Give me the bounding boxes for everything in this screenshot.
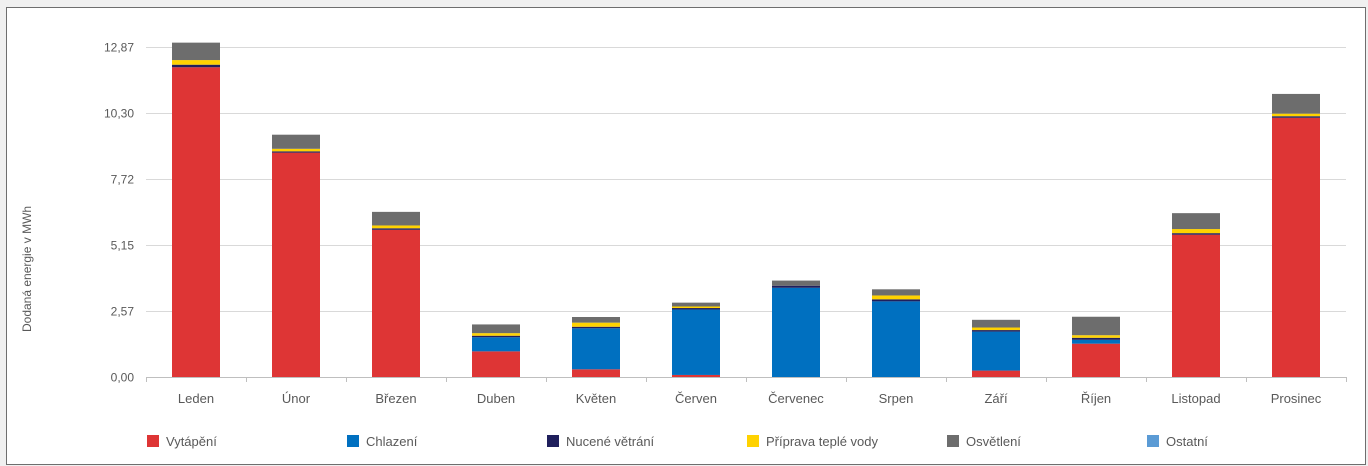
bar-segment-chlazení — [1072, 339, 1120, 344]
y-tick-label: 2,57 — [111, 305, 135, 319]
bar-segment-vytápění — [1172, 234, 1220, 377]
legend-swatch — [547, 435, 559, 447]
x-tick-label: Září — [984, 391, 1008, 406]
legend-item: Příprava teplé vody — [747, 433, 878, 449]
bar-segment-příprava-teplé-vody — [1072, 335, 1120, 338]
x-tick-label: Červenec — [768, 391, 824, 406]
legend-label: Ostatní — [1166, 433, 1208, 449]
legend-swatch — [947, 435, 959, 447]
bar-segment-nucené-větrání — [872, 299, 920, 302]
bar-segment-osvětlení — [572, 317, 620, 323]
y-axis-label: Dodaná energie v MWh — [20, 205, 34, 332]
x-tick-label: Březen — [375, 391, 416, 406]
bar-segment-chlazení — [472, 337, 520, 352]
x-tick-label: Listopad — [1171, 391, 1220, 406]
bar-segment-vytápění — [172, 67, 220, 377]
chart-legend: Vytápění Chlazení Nucené větrání Příprava t… — [0, 433, 1368, 449]
x-tick-label: Květen — [576, 391, 616, 406]
bar-segment-vytápění — [1072, 343, 1120, 377]
legend-item: Nucené větrání — [547, 433, 654, 449]
bar-segment-příprava-teplé-vody — [472, 333, 520, 336]
bar-segment-příprava-teplé-vody — [272, 148, 320, 152]
bar-segment-nucené-větrání — [1072, 337, 1120, 340]
bar-segment-chlazení — [672, 309, 720, 375]
bar-segment-nucené-větrání — [1272, 116, 1320, 118]
bar-segment-nucené-větrání — [772, 285, 820, 288]
bar-segment-vytápění — [472, 351, 520, 377]
bar-segment-příprava-teplé-vody — [872, 295, 920, 300]
x-tick-label: Srpen — [879, 391, 914, 406]
bar-segment-příprava-teplé-vody — [1272, 113, 1320, 117]
bar-segment-nucené-větrání — [272, 151, 320, 153]
legend-label: Vytápění — [166, 433, 217, 449]
bar-segment-nucené-větrání — [972, 330, 1020, 332]
legend-label: Příprava teplé vody — [766, 433, 879, 449]
bar-segment-příprava-teplé-vody — [572, 322, 620, 327]
x-tick-label: Duben — [477, 391, 515, 406]
legend-swatch — [147, 435, 159, 447]
bar-segment-osvětlení — [772, 280, 820, 286]
legend-swatch — [1147, 435, 1159, 447]
legend-item: Osvětlení — [947, 433, 1021, 449]
bar-segment-příprava-teplé-vody — [672, 306, 720, 309]
y-tick-label: 5,15 — [111, 239, 135, 253]
bar-segment-osvětlení — [1172, 213, 1220, 230]
x-tick-label: Leden — [178, 391, 214, 406]
x-tick-label: Prosinec — [1271, 391, 1322, 406]
legend-swatch — [347, 435, 359, 447]
bar-segment-vytápění — [1272, 117, 1320, 378]
bar-segment-nucené-větrání — [572, 326, 620, 329]
bar-segment-chlazení — [572, 328, 620, 370]
bar-segment-osvětlení — [472, 324, 520, 334]
bar-segment-nucené-větrání — [372, 228, 420, 230]
legend-swatch — [747, 435, 759, 447]
chart-frame — [6, 7, 1366, 465]
y-tick-label: 12,87 — [104, 41, 134, 55]
bar-segment-osvětlení — [672, 302, 720, 307]
x-tick-label: Říjen — [1081, 391, 1111, 406]
bar-segment-příprava-teplé-vody — [1172, 229, 1220, 234]
bar-segment-vytápění — [372, 229, 420, 377]
bar-segment-osvětlení — [272, 134, 320, 149]
x-tick-label: Červen — [675, 391, 717, 406]
legend-label: Chlazení — [366, 433, 418, 449]
legend-label: Nucené větrání — [566, 433, 655, 449]
bar-segment-chlazení — [872, 301, 920, 377]
bar-segment-osvětlení — [172, 42, 220, 61]
legend-label: Osvětlení — [966, 433, 1021, 449]
bar-segment-chlazení — [972, 331, 1020, 371]
bar-segment-osvětlení — [1272, 93, 1320, 114]
bar-segment-nucené-větrání — [172, 64, 220, 68]
bar-segment-osvětlení — [872, 289, 920, 296]
x-tick-label: Únor — [282, 391, 311, 406]
y-tick-label: 0,00 — [111, 371, 135, 385]
bar-segment-příprava-teplé-vody — [172, 60, 220, 65]
bar-segment-vytápění — [272, 152, 320, 377]
chart-plot: 0,00 2,57 5,15 7,72 10,30 12,87 Leden Únor Březe… — [104, 41, 1347, 406]
bar-segment-nucené-větrání — [472, 335, 520, 338]
bar-segment-nucené-větrání — [1172, 233, 1220, 235]
bar-segment-nucené-větrání — [672, 308, 720, 310]
legend-item: Chlazení — [347, 433, 417, 449]
bar-segment-osvětlení — [372, 211, 420, 226]
bar-segment-chlazení — [772, 287, 820, 377]
bar-segment-vytápění — [972, 370, 1020, 377]
y-tick-label: 10,30 — [104, 107, 134, 121]
bar-segment-osvětlení — [1072, 316, 1120, 336]
legend-item: Ostatní — [1147, 433, 1208, 449]
bar-segment-vytápění — [672, 374, 720, 377]
bar-segment-vytápění — [572, 369, 620, 377]
bar-segment-příprava-teplé-vody — [372, 225, 420, 229]
bar-segment-příprava-teplé-vody — [972, 327, 1020, 331]
legend-item: Vytápění — [147, 433, 217, 449]
y-tick-label: 7,72 — [111, 173, 135, 187]
bar-segment-osvětlení — [972, 319, 1020, 328]
